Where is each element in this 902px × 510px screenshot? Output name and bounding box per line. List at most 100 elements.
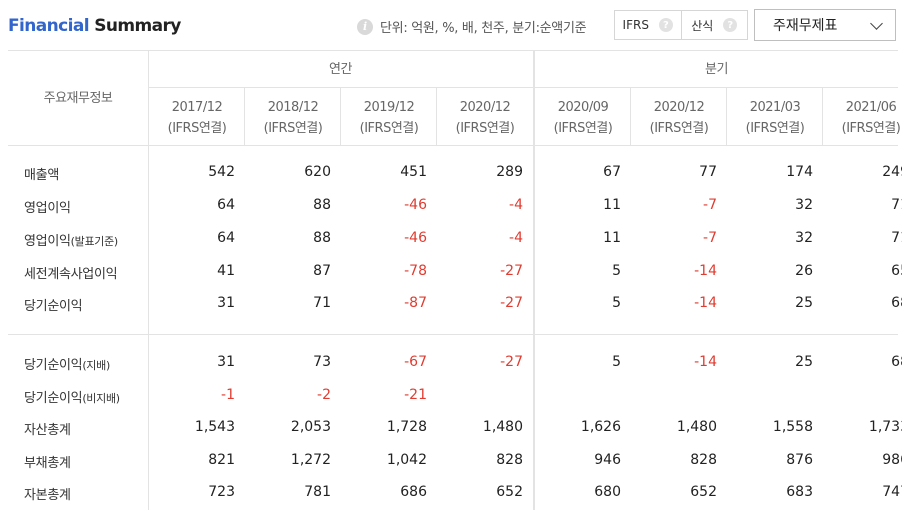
table-cell: 686 [400,484,427,500]
table-cell: 5 [612,263,621,279]
table-cell: -67 [404,354,427,370]
table-cell: -1 [221,387,235,403]
table-cell: 986 [882,452,902,468]
table-cell: -27 [500,295,523,311]
table-cell: 31 [217,354,235,370]
table-cell: 174 [786,164,813,180]
table-cell: -14 [694,263,717,279]
corner-label: 주요재무정보 [43,91,113,106]
table-cell: -78 [404,263,427,279]
table-top-border [8,50,898,51]
formula-option[interactable]: 산식 ? [680,11,748,39]
column-basis: (IFRS연결) [841,121,901,136]
ifrs-option[interactable]: IFRS ? [615,11,681,39]
table-cell: 11 [603,197,621,213]
table-cell: 64 [217,197,235,213]
table-cell: 1,272 [290,452,331,468]
title-financial: Financial [8,16,90,36]
row-label-text: 자산총계 [24,423,71,438]
ifrs-help-icon[interactable]: ? [658,18,673,32]
ifrs-label: IFRS [622,18,649,32]
basis-toggle: IFRS ? 산식 ? [614,10,748,40]
table-cell: 747 [882,484,902,500]
column-period: 2020/12 [459,100,511,115]
table-cell: -7 [703,197,717,213]
table-cell: 87 [313,263,331,279]
table-cell: 1,728 [386,419,427,435]
table-cell: 828 [690,452,717,468]
row-label: 영업이익(발표기준) [24,230,148,250]
column-basis: (IFRS연결) [553,121,613,136]
row-label: 당기순이익(비지배) [24,387,148,407]
table-cell: -14 [694,354,717,370]
table-cell: 71 [891,230,902,246]
table-cell: 2,053 [290,419,331,435]
table-cell: 77 [699,164,717,180]
column-period: 2017/12 [171,100,223,115]
chevron-down-icon [870,17,883,30]
column-header: 2020/12 (IFRS연결) [631,97,727,141]
row-label-text: 매출액 [24,168,59,183]
row-label-text: 자본총계 [24,488,71,503]
table-cell: 5 [612,354,621,370]
table-cell: 41 [217,263,235,279]
table-cell: -27 [500,263,523,279]
unit-text: 단위: 억원, %, 배, 천주, 분기:순액기준 [380,21,587,36]
row-label: 당기순이익 [24,295,148,315]
financial-table: 주요재무정보 연간 분기 2017/12 (IFRS연결) 2018/12 (IFRS연결)… [8,50,902,510]
table-cell: 88 [313,197,331,213]
table-cell: 620 [304,164,331,180]
row-label: 매출액 [24,164,148,184]
column-header: 2021/03 (IFRS연결) [727,97,823,141]
column-basis: (IFRS연결) [359,121,419,136]
table-cell: 73 [313,354,331,370]
row-label-suffix: (비지배) [82,392,120,405]
section-divider-line [8,334,898,335]
column-basis: (IFRS연결) [167,121,227,136]
unit-note: i 단위: 억원, %, 배, 천주, 분기:순액기준 [357,17,587,36]
label-column-border [148,50,149,510]
column-header: 2021/06 (IFRS연결) [823,97,902,141]
column-divider-line [340,87,341,145]
row-label-text: 당기순이익 [24,358,83,373]
row-label: 부채총계 [24,452,148,472]
column-period: 2021/03 [749,100,801,115]
group-annual-label: 연간 [329,62,352,77]
table-cell: 11 [603,230,621,246]
row-label-text: 당기순이익 [24,299,83,314]
row-label: 자산총계 [24,419,148,439]
table-cell: 781 [304,484,331,500]
select-value: 주재무제표 [773,18,838,34]
annual-quarter-separator [533,50,535,510]
table-cell: 946 [594,452,621,468]
column-divider-line [726,87,727,145]
table-cell: 1,543 [194,419,235,435]
table-cell: 723 [208,484,235,500]
table-cell: 876 [786,452,813,468]
row-label-text: 당기순이익 [24,391,83,406]
table-cell: 652 [496,484,523,500]
statement-type-select[interactable]: 주재무제표 [754,9,896,41]
column-basis: (IFRS연결) [455,121,515,136]
table-cell: 68 [891,295,902,311]
column-header: 2020/12 (IFRS연결) [437,97,533,141]
table-cell: 25 [795,295,813,311]
column-basis: (IFRS연결) [649,121,709,136]
table-cell: -4 [509,230,523,246]
table-cell: 71 [313,295,331,311]
table-cell: -14 [694,295,717,311]
table-cell: 25 [795,354,813,370]
column-divider-line [630,87,631,145]
row-label-suffix: (발표기준) [70,235,119,248]
table-cell: 64 [217,230,235,246]
formula-help-icon[interactable]: ? [723,18,738,32]
header-bottom-border [8,145,898,146]
column-divider-line [822,87,823,145]
table-cell: 652 [690,484,717,500]
column-basis: (IFRS연결) [263,121,323,136]
table-cell: -87 [404,295,427,311]
table-cell: 71 [891,197,902,213]
table-cell: 1,480 [676,419,717,435]
table-cell: 451 [400,164,427,180]
info-icon[interactable]: i [357,18,373,35]
